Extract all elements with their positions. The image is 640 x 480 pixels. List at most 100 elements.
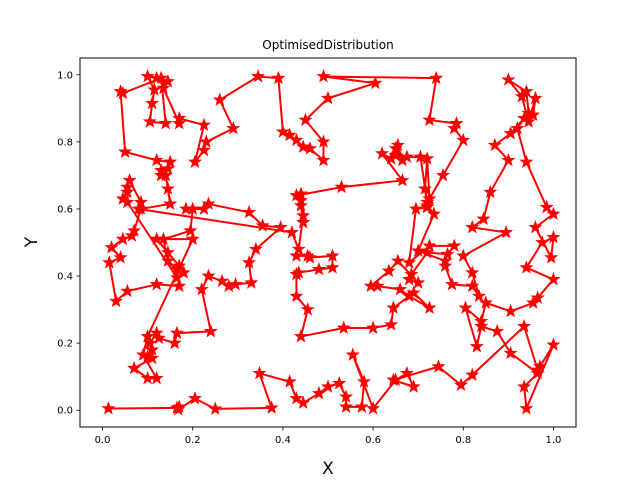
x-tick-label: 0.8 [455, 435, 471, 446]
data-point-marker [366, 320, 381, 335]
data-point-marker [390, 137, 405, 152]
data-point-marker [411, 275, 426, 289]
data-point-marker [544, 250, 559, 264]
plot-frame [79, 57, 577, 428]
data-point-marker [519, 401, 534, 415]
data-point-marker [528, 90, 543, 105]
data-point-marker [465, 265, 480, 279]
data-point-marker [271, 70, 286, 85]
data-point-marker [140, 69, 155, 83]
data-point-marker [474, 313, 489, 328]
data-point-marker [539, 199, 554, 214]
data-point-marker [163, 196, 178, 210]
data-point-marker [458, 300, 473, 314]
data-point-marker [311, 386, 326, 400]
data-point-marker [136, 347, 151, 361]
data-point-marker [438, 258, 453, 272]
data-point-marker [163, 154, 178, 168]
data-point-marker [208, 401, 223, 415]
data-point-marker [293, 198, 308, 212]
data-point-marker [282, 374, 297, 388]
data-point-marker [503, 126, 518, 140]
data-point-marker [517, 379, 532, 393]
x-axis-ticks: 0.0 0.2 0.4 0.6 0.8 1.0 [95, 427, 561, 446]
data-point-marker [454, 377, 469, 392]
data-point-marker [546, 272, 561, 286]
data-point-marker [320, 379, 336, 393]
data-point-marker [357, 374, 372, 388]
data-point-marker [375, 146, 390, 160]
data-point-marker [510, 121, 525, 135]
data-point-marker [474, 318, 489, 333]
data-point-marker [325, 260, 340, 274]
data-point-marker [160, 245, 175, 259]
data-point-marker [199, 134, 214, 148]
data-point-marker [476, 211, 491, 225]
data-point-marker [431, 359, 446, 373]
data-point-marker [178, 201, 193, 215]
data-point-marker [275, 124, 290, 138]
data-point-marker [395, 173, 410, 187]
data-point-marker [158, 116, 173, 130]
data-point-marker [273, 220, 288, 234]
data-point-marker [503, 345, 518, 360]
data-point-marker [160, 181, 175, 195]
data-point-marker [154, 70, 169, 85]
data-point-marker [255, 218, 270, 232]
data-point-marker [142, 114, 157, 128]
data-point-marker [530, 365, 545, 380]
data-point-marker [176, 265, 191, 279]
data-point-marker [472, 288, 487, 303]
data-point-marker [354, 399, 369, 413]
data-point-marker [390, 253, 405, 267]
data-point-marker [160, 253, 175, 267]
data-point-marker [145, 95, 160, 110]
data-point-marker [158, 168, 173, 182]
data-point-marker [183, 223, 198, 237]
data-point-marker [325, 248, 340, 262]
data-point-marker [169, 270, 184, 284]
data-point-marker [368, 75, 383, 90]
data-point-marker [469, 339, 484, 353]
data-point-marker [388, 147, 403, 162]
data-point-marker [519, 154, 534, 168]
data-point-marker [149, 370, 164, 385]
data-point-marker [133, 194, 148, 209]
data-point-marker [417, 181, 432, 195]
data-point-marker [435, 168, 450, 182]
data-point-marker [196, 142, 212, 157]
data-point-marker [156, 80, 171, 95]
data-point-marker [264, 400, 279, 414]
data-point-marker [456, 132, 471, 147]
data-point-marker [517, 318, 532, 333]
data-point-marker [298, 112, 313, 127]
data-point-marker [149, 277, 164, 291]
data-point-marker [187, 154, 202, 168]
data-point-marker [366, 401, 381, 415]
data-point-marker [334, 179, 349, 194]
data-point-marker [160, 161, 175, 175]
data-point-marker [420, 245, 435, 259]
data-point-marker [244, 275, 259, 289]
data-point-marker [293, 329, 308, 343]
data-point-marker [332, 376, 347, 390]
data-point-marker [196, 117, 212, 132]
data-point-marker [289, 248, 304, 262]
data-point-marker [149, 325, 164, 340]
data-point-marker [316, 134, 331, 148]
data-point-marker [386, 372, 401, 386]
data-point-marker [345, 347, 360, 361]
data-point-marker [149, 231, 164, 246]
data-point-marker [289, 188, 304, 202]
data-point-marker [172, 258, 187, 272]
data-point-marker [187, 391, 202, 405]
data-point-marker [449, 116, 464, 130]
data-point-marker [447, 238, 462, 252]
data-point-marker [115, 231, 130, 246]
data-point-marker [336, 320, 351, 335]
data-point-marker [478, 295, 493, 309]
data-point-marker [487, 137, 502, 152]
data-point-marker [422, 238, 437, 252]
data-point-marker [300, 302, 315, 316]
data-point-marker [169, 325, 184, 340]
